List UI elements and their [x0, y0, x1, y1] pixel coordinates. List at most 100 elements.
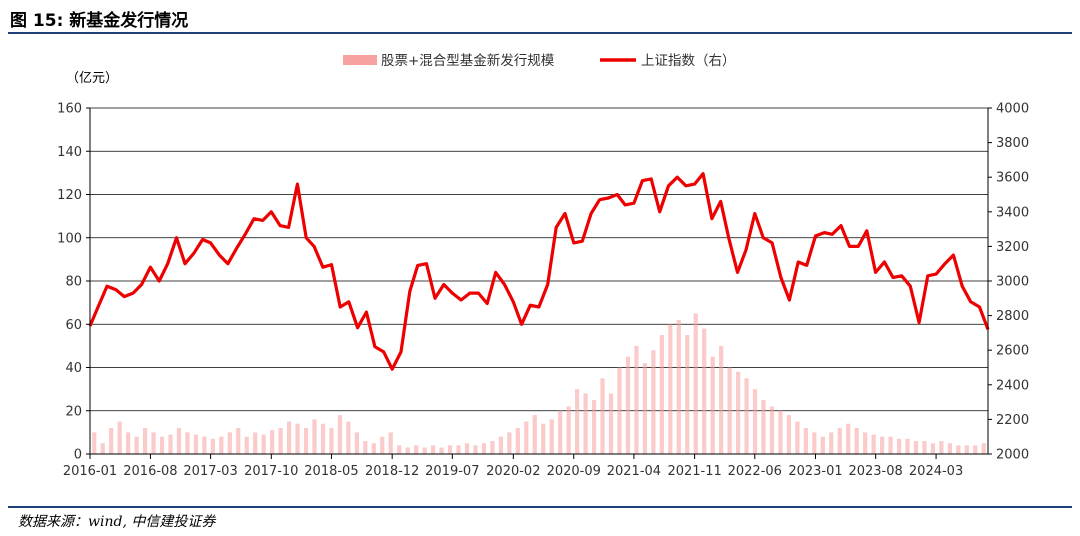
- source-note: 数据来源：wind, 中信建投证券: [18, 514, 216, 530]
- bar: [126, 432, 131, 454]
- bar: [507, 432, 512, 454]
- bar: [820, 436, 825, 454]
- legend-swatch-bars: [343, 55, 377, 65]
- bar: [176, 428, 182, 454]
- index-line: [88, 172, 990, 371]
- bar: [625, 356, 631, 454]
- right-tick-label: 2200: [996, 413, 1029, 428]
- bar: [329, 428, 334, 454]
- bar: [685, 335, 690, 454]
- bar: [464, 443, 470, 454]
- bar: [312, 419, 317, 454]
- bar: [447, 445, 453, 454]
- bar: [668, 324, 673, 454]
- bar: [159, 436, 165, 454]
- bar: [303, 428, 309, 454]
- bar: [320, 423, 326, 454]
- bar: [566, 406, 571, 454]
- bar: [185, 432, 190, 454]
- bar: [727, 367, 732, 454]
- x-tick-label: 2019-07: [425, 464, 479, 479]
- bar: [591, 399, 597, 454]
- x-tick-label: 2017-03: [183, 464, 237, 479]
- x-tick-label: 2018-05: [304, 464, 358, 479]
- bar: [481, 443, 487, 454]
- x-tick-label: 2017-10: [244, 464, 298, 479]
- bar: [947, 443, 952, 454]
- bar: [710, 356, 715, 454]
- bar: [354, 432, 359, 454]
- bottom-rule: [8, 506, 1072, 508]
- bar: [422, 447, 427, 454]
- right-tick-label: 2600: [996, 344, 1029, 359]
- bar: [981, 443, 986, 454]
- bar: [642, 363, 648, 454]
- bar: [380, 436, 385, 454]
- bar: [168, 434, 173, 454]
- bar: [752, 389, 758, 454]
- bar: [829, 432, 834, 454]
- bar: [515, 428, 520, 454]
- bar: [371, 443, 376, 454]
- bar: [532, 415, 537, 454]
- bar: [473, 445, 478, 454]
- bar: [92, 432, 97, 454]
- left-axis-ticks: 0 20 40 60 80 100 120 140 160: [57, 102, 90, 463]
- bar: [261, 434, 266, 454]
- bar: [803, 428, 808, 454]
- right-tick-label: 3600: [996, 171, 1029, 186]
- bar: [617, 367, 622, 454]
- bar: [109, 428, 114, 454]
- bar: [100, 443, 105, 454]
- legend-label-line: 上证指数（右）: [641, 53, 736, 69]
- bar: [651, 350, 656, 454]
- bar: [922, 441, 927, 454]
- bar: [439, 447, 444, 454]
- bar: [735, 371, 741, 454]
- bar: [134, 436, 139, 454]
- bar: [363, 441, 368, 454]
- bar: [744, 378, 749, 454]
- bar: [236, 428, 241, 454]
- bar: [973, 445, 978, 454]
- bar: [795, 421, 800, 454]
- bar: [193, 434, 199, 454]
- bar: [210, 438, 215, 454]
- bar: [600, 378, 605, 454]
- bar: [270, 430, 275, 454]
- bar: [905, 438, 910, 454]
- bar: [702, 328, 707, 454]
- left-tick-label: 20: [65, 404, 82, 419]
- bar-series: [92, 313, 986, 454]
- bar: [769, 406, 775, 454]
- x-tick-label: 2020-02: [486, 464, 540, 479]
- bar: [405, 447, 410, 454]
- bar: [786, 415, 792, 454]
- bar: [227, 432, 232, 454]
- x-tick-label: 2022-06: [728, 464, 782, 479]
- bar: [219, 436, 224, 454]
- right-tick-label: 2800: [996, 309, 1029, 324]
- bar: [939, 441, 944, 454]
- left-tick-label: 60: [65, 318, 82, 333]
- top-rule: [8, 32, 1072, 34]
- bar: [151, 432, 156, 454]
- figure-title: 图 15: 新基金发行情况: [10, 11, 189, 31]
- x-tick-label: 2024-03: [909, 464, 963, 479]
- legend-label-bars: 股票+混合型基金新发行规模: [381, 52, 555, 69]
- bar: [913, 441, 919, 454]
- left-tick-label: 140: [57, 145, 82, 160]
- bar: [244, 436, 249, 454]
- bar: [888, 436, 893, 454]
- bar: [761, 399, 766, 454]
- bar: [558, 410, 563, 454]
- bar: [871, 434, 876, 454]
- bar: [430, 445, 436, 454]
- right-tick-label: 3000: [996, 275, 1029, 290]
- x-tick-label: 2016-08: [123, 464, 177, 479]
- bar: [456, 445, 461, 454]
- legend: 股票+混合型基金新发行规模 上证指数（右）: [343, 52, 736, 69]
- bar: [583, 393, 588, 454]
- right-tick-label: 2000: [996, 448, 1029, 463]
